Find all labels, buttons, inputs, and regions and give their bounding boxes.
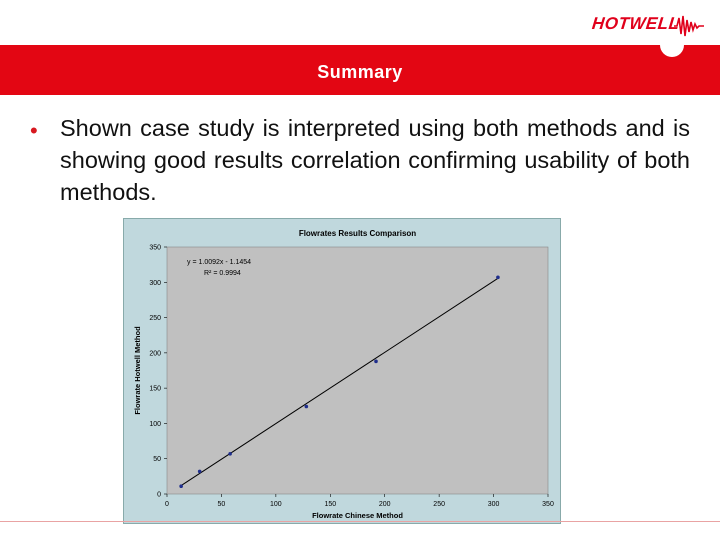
chart-title: Flowrates Results Comparison [299,229,416,238]
data-point [305,405,309,409]
data-point [496,276,500,280]
x-tick-label: 0 [165,501,169,508]
data-point [198,470,202,474]
data-point [228,452,232,456]
trendline-equation: y = 1.0092x - 1.1454 [187,259,251,266]
y-tick-label: 0 [157,492,161,499]
x-tick-label: 150 [324,501,336,508]
scatter-chart: Flowrates Results Comparison Flowrate Ch… [123,218,561,524]
banner-circle-decoration [660,33,684,57]
bullet-dot-icon: • [30,116,38,146]
x-tick-label: 350 [542,501,554,508]
x-tick-label: 100 [270,501,282,508]
y-tick-label: 250 [149,315,161,322]
bullet-text: Shown case study is interpreted using bo… [60,112,690,208]
y-tick-label: 50 [153,456,161,463]
x-tick-label: 200 [379,501,391,508]
x-axis-label: Flowrate Chinese Method [312,511,403,520]
y-tick-label: 150 [149,386,161,393]
data-point [374,360,378,364]
footer-divider [0,521,720,522]
y-tick-label: 100 [149,421,161,428]
data-point [179,484,183,488]
slide-title: Summary [0,62,720,83]
x-tick-label: 300 [488,501,500,508]
chart-container: Flowrates Results Comparison Flowrate Ch… [123,218,561,524]
y-tick-label: 200 [149,350,161,357]
x-tick-label: 50 [218,501,226,508]
y-tick-label: 350 [149,245,161,252]
x-tick-label: 250 [433,501,445,508]
y-tick-label: 300 [149,280,161,287]
r-squared-label: R² = 0.9994 [204,270,241,277]
y-axis-label: Flowrate Hotwell Method [133,326,142,415]
